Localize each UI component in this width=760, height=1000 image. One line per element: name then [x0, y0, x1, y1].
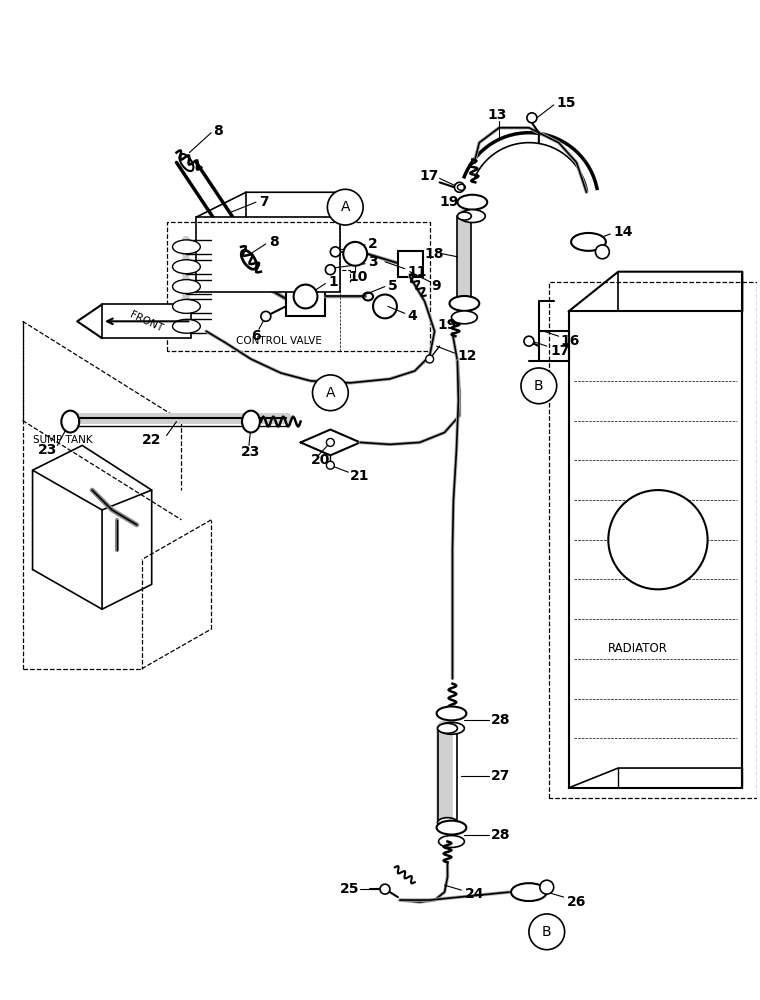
Text: A: A: [340, 200, 350, 214]
Text: 14: 14: [613, 225, 633, 239]
Ellipse shape: [62, 411, 79, 432]
Circle shape: [325, 265, 335, 275]
Circle shape: [331, 247, 340, 257]
Text: A: A: [325, 386, 335, 400]
Text: 21: 21: [350, 469, 369, 483]
Ellipse shape: [511, 883, 546, 901]
Bar: [286, 277, 325, 316]
Text: 27: 27: [491, 769, 511, 783]
Text: 11: 11: [408, 265, 427, 279]
Text: 9: 9: [432, 279, 442, 293]
Text: 19: 19: [439, 195, 459, 209]
Ellipse shape: [438, 818, 458, 828]
Text: 10: 10: [348, 270, 368, 284]
Ellipse shape: [458, 212, 471, 220]
Circle shape: [326, 438, 334, 446]
Ellipse shape: [179, 154, 194, 171]
Ellipse shape: [436, 706, 467, 720]
Circle shape: [344, 242, 367, 266]
Ellipse shape: [173, 319, 201, 333]
Ellipse shape: [458, 195, 487, 210]
Text: 26: 26: [567, 895, 586, 909]
Text: 8: 8: [214, 124, 223, 138]
Bar: [398, 251, 423, 277]
Ellipse shape: [459, 210, 485, 223]
Text: B: B: [542, 925, 552, 939]
Text: 24: 24: [464, 887, 484, 901]
Ellipse shape: [173, 240, 201, 254]
Circle shape: [261, 311, 271, 321]
Text: 28: 28: [491, 828, 511, 842]
Circle shape: [293, 285, 318, 308]
Circle shape: [527, 113, 537, 123]
Text: 25: 25: [340, 882, 359, 896]
Ellipse shape: [451, 311, 477, 324]
Circle shape: [595, 245, 610, 259]
Text: 6: 6: [251, 329, 261, 343]
Text: 8: 8: [269, 235, 279, 249]
Ellipse shape: [173, 280, 201, 294]
Ellipse shape: [173, 299, 201, 313]
Bar: [568, 311, 743, 788]
Text: 2: 2: [368, 237, 378, 251]
Bar: [196, 217, 340, 292]
Text: 1: 1: [328, 275, 338, 289]
Text: 7: 7: [259, 195, 268, 209]
Ellipse shape: [449, 296, 480, 311]
Circle shape: [524, 336, 534, 346]
Circle shape: [326, 461, 334, 469]
Text: 13: 13: [487, 108, 507, 122]
Circle shape: [521, 368, 556, 404]
Ellipse shape: [458, 297, 471, 305]
Circle shape: [312, 375, 348, 411]
Text: CONTROL VALVE: CONTROL VALVE: [236, 336, 322, 346]
Text: 28: 28: [491, 713, 511, 727]
Text: 4: 4: [408, 309, 417, 323]
Ellipse shape: [571, 233, 606, 251]
Text: SUMP TANK: SUMP TANK: [33, 435, 92, 445]
Text: 23: 23: [37, 443, 57, 457]
Text: FRONT: FRONT: [128, 309, 165, 333]
Text: 18: 18: [425, 247, 444, 261]
Circle shape: [608, 490, 708, 589]
Ellipse shape: [439, 722, 464, 734]
Circle shape: [529, 914, 565, 950]
Circle shape: [380, 884, 390, 894]
Text: 23: 23: [241, 445, 261, 459]
Text: 17: 17: [551, 344, 570, 358]
Text: 17: 17: [420, 169, 439, 183]
Text: 19: 19: [438, 318, 457, 332]
Circle shape: [540, 880, 554, 894]
Text: 3: 3: [368, 255, 378, 269]
Text: B: B: [534, 379, 543, 393]
Text: 22: 22: [142, 433, 161, 447]
Circle shape: [426, 355, 434, 363]
Circle shape: [328, 189, 363, 225]
Bar: [102, 304, 192, 338]
Ellipse shape: [439, 836, 464, 847]
Ellipse shape: [242, 411, 260, 432]
Text: 12: 12: [458, 349, 477, 363]
Ellipse shape: [241, 250, 257, 269]
Text: 15: 15: [556, 96, 576, 110]
Text: 20: 20: [311, 453, 330, 467]
Ellipse shape: [436, 821, 467, 835]
Circle shape: [454, 182, 464, 192]
Text: RADIATOR: RADIATOR: [608, 642, 668, 655]
Ellipse shape: [438, 723, 458, 733]
Ellipse shape: [173, 260, 201, 274]
Text: 16: 16: [561, 334, 580, 348]
Text: 5: 5: [388, 279, 397, 293]
